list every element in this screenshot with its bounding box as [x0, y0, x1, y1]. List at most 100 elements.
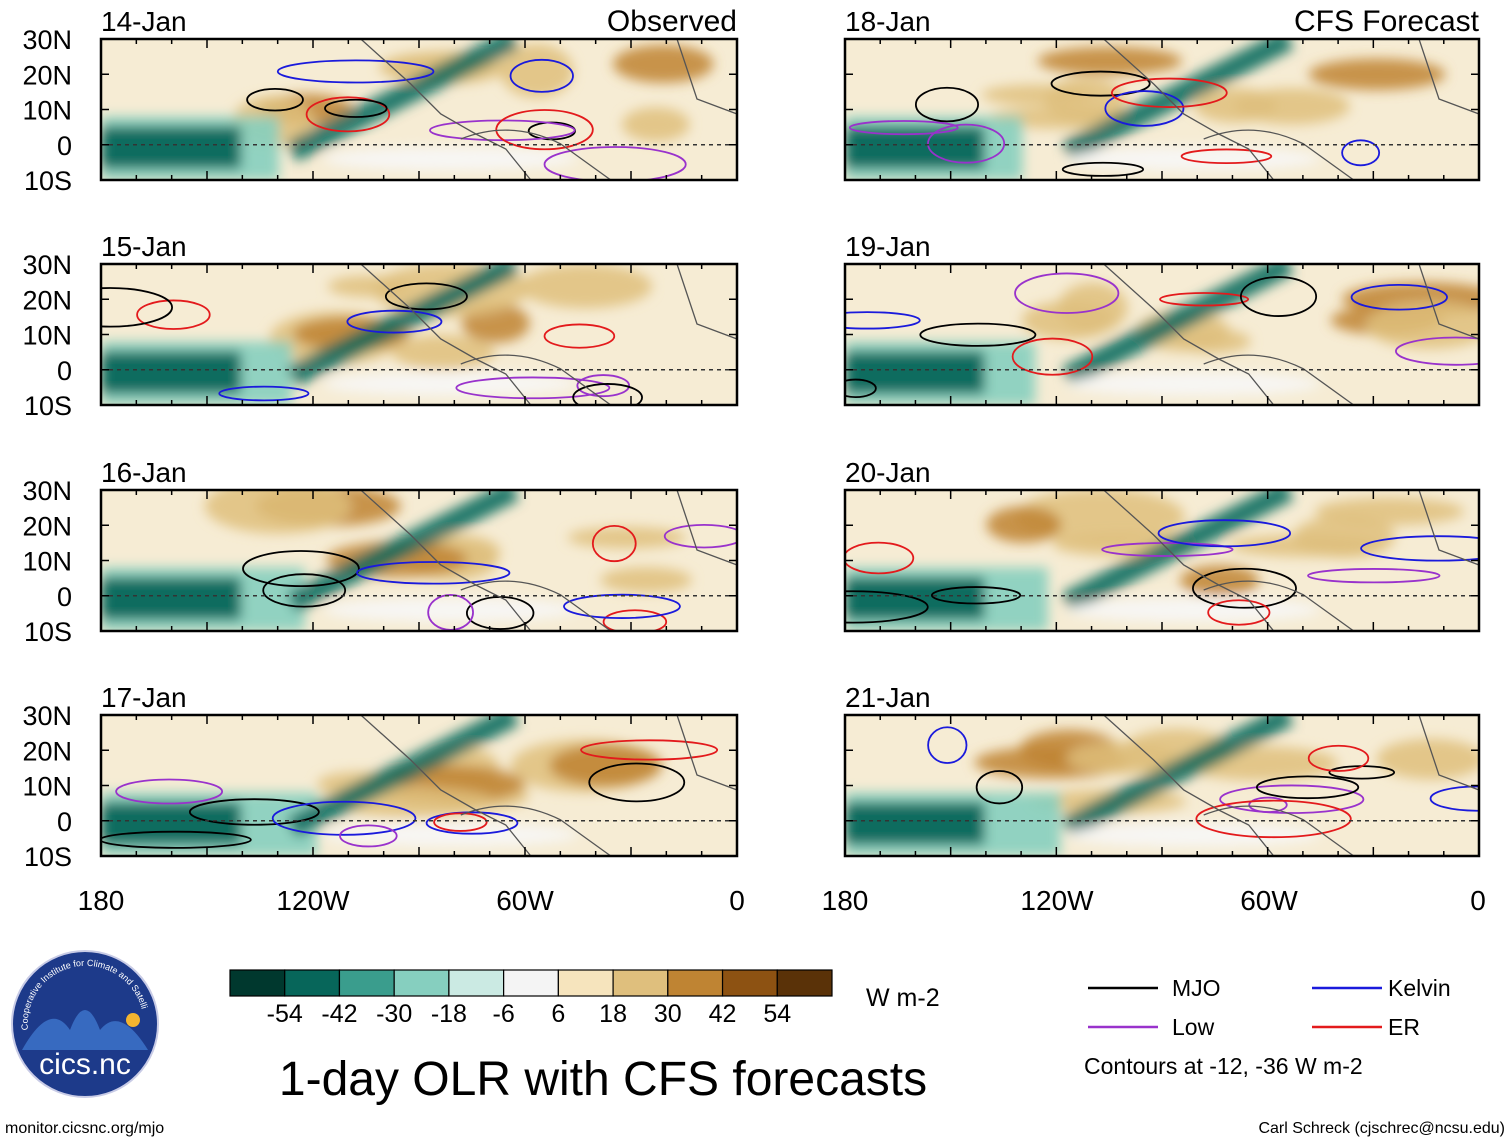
lat-label: 30N [22, 25, 72, 55]
lat-label: 10S [24, 842, 72, 872]
colorbar-swatch [448, 969, 505, 997]
dry-anomaly-blob [986, 506, 1062, 543]
contour-line [1061, 161, 1145, 177]
legend-label-low: Low [1172, 1014, 1215, 1040]
contour-legend: MJO Kelvin Low ER Contours at -12, -36 W… [1084, 975, 1451, 1079]
dry-anomaly-blob [1179, 565, 1260, 596]
dry-anomaly-blob [518, 264, 653, 309]
contour-line [324, 98, 388, 118]
contour-line [914, 86, 979, 123]
contour-line [1219, 784, 1365, 814]
contour-line [1180, 148, 1273, 165]
wave-contours [845, 490, 1479, 631]
lat-label: 20N [22, 60, 72, 90]
contour-line [509, 58, 574, 93]
lat-label: 0 [57, 807, 72, 837]
wet-band-strong [101, 577, 241, 620]
contour-line [101, 830, 252, 849]
coastline-sa [1203, 580, 1355, 631]
contour-line [1159, 292, 1250, 307]
forecast-label: CFS Forecast [1294, 5, 1480, 38]
coastline-africa [1418, 490, 1479, 566]
dry-anomaly-blob [981, 84, 1093, 106]
contour-line [591, 524, 637, 563]
contour-line [1195, 799, 1352, 839]
contour-line [384, 282, 468, 311]
contour-line [188, 798, 320, 826]
olr-anomaly-field [845, 39, 1446, 180]
lat-label: 10N [22, 321, 72, 351]
website-url: monitor.cicsnc.org/mjo [5, 1120, 164, 1137]
observed-label: Observed [607, 5, 737, 38]
wet-band-strong [101, 126, 241, 169]
observed-date-label-3: 16-Jan [101, 457, 187, 488]
wet-streak [286, 39, 520, 162]
contour-line [262, 573, 347, 608]
coastline-sa [1203, 805, 1355, 856]
colorbar-tick-label: 18 [599, 1000, 627, 1028]
coastline-africa [1418, 39, 1479, 115]
contour-line [1239, 276, 1318, 317]
dry-anomaly-blob [1293, 515, 1396, 559]
forecast-date-label-3: 20-Jan [845, 457, 931, 488]
contour-line [563, 593, 681, 619]
dry-anomaly-blob [621, 107, 690, 142]
wet-streak [1061, 490, 1294, 613]
observed-panel-field-2 [101, 264, 737, 405]
contour-note: Contours at -12, -36 W m-2 [1084, 1053, 1363, 1079]
contour-line [1101, 542, 1234, 557]
contour-line [271, 800, 417, 836]
contour-line [848, 120, 959, 136]
coastline-africa [676, 264, 737, 340]
lon-label-60w-right: 60W [1240, 885, 1298, 916]
lat-label: 10N [22, 772, 72, 802]
colorbar-tick-label: -6 [493, 1000, 515, 1028]
colorbar-swatch [667, 969, 724, 997]
colorbar-swatch [721, 969, 778, 997]
contour-line [1429, 785, 1479, 812]
neutral-patch [1066, 597, 1321, 622]
contour-line [1104, 90, 1185, 127]
dry-anomaly-blob [1037, 46, 1183, 75]
contour-line [1360, 535, 1479, 562]
lat-label: 10N [22, 547, 72, 577]
legend-label-kelvin: Kelvin [1388, 975, 1451, 1001]
neutral-patch [1066, 822, 1321, 847]
forecast-panel-field-1 [845, 39, 1479, 180]
neutral-patch [323, 146, 578, 171]
lon-label-120w-right: 120W [1020, 885, 1094, 916]
wet-streak [1061, 715, 1294, 838]
wet-band-strong [845, 351, 985, 394]
dry-anomaly-blob [1315, 497, 1465, 526]
contour-line [339, 824, 398, 848]
wet-streak [1061, 39, 1294, 162]
contour-line [576, 374, 631, 398]
contour-line [543, 146, 687, 180]
coastline [360, 39, 532, 180]
contour-line [495, 109, 594, 151]
colorbar-tick-label: -30 [376, 1000, 412, 1028]
contour-line [1192, 567, 1297, 609]
lat-label: 0 [57, 356, 72, 386]
contour-line [1050, 70, 1151, 97]
observed-date-label-2: 15-Jan [101, 231, 187, 262]
colorbar-tick-label: -54 [267, 1000, 303, 1028]
coastline [360, 264, 532, 405]
dry-anomaly-blob [1234, 88, 1350, 125]
contour-line [845, 378, 877, 399]
observed-panel-field-3 [101, 490, 737, 631]
contour-line [927, 123, 1006, 164]
contour-line [115, 778, 224, 805]
contour-line [1011, 337, 1094, 376]
neutral-patch [323, 371, 578, 396]
neutral-patch [1066, 371, 1321, 396]
colorbar-swatch [557, 969, 614, 997]
author-credit: Carl Schreck (cjschrec@ncsu.edu) [1258, 1120, 1505, 1137]
contour-line [136, 299, 211, 330]
colorbar-swatch [284, 969, 341, 997]
contour-line [425, 811, 519, 835]
observed-panel-field-1 [101, 39, 737, 180]
contour-line [927, 726, 968, 764]
lat-label: 30N [22, 250, 72, 280]
coastline-africa [676, 715, 737, 791]
